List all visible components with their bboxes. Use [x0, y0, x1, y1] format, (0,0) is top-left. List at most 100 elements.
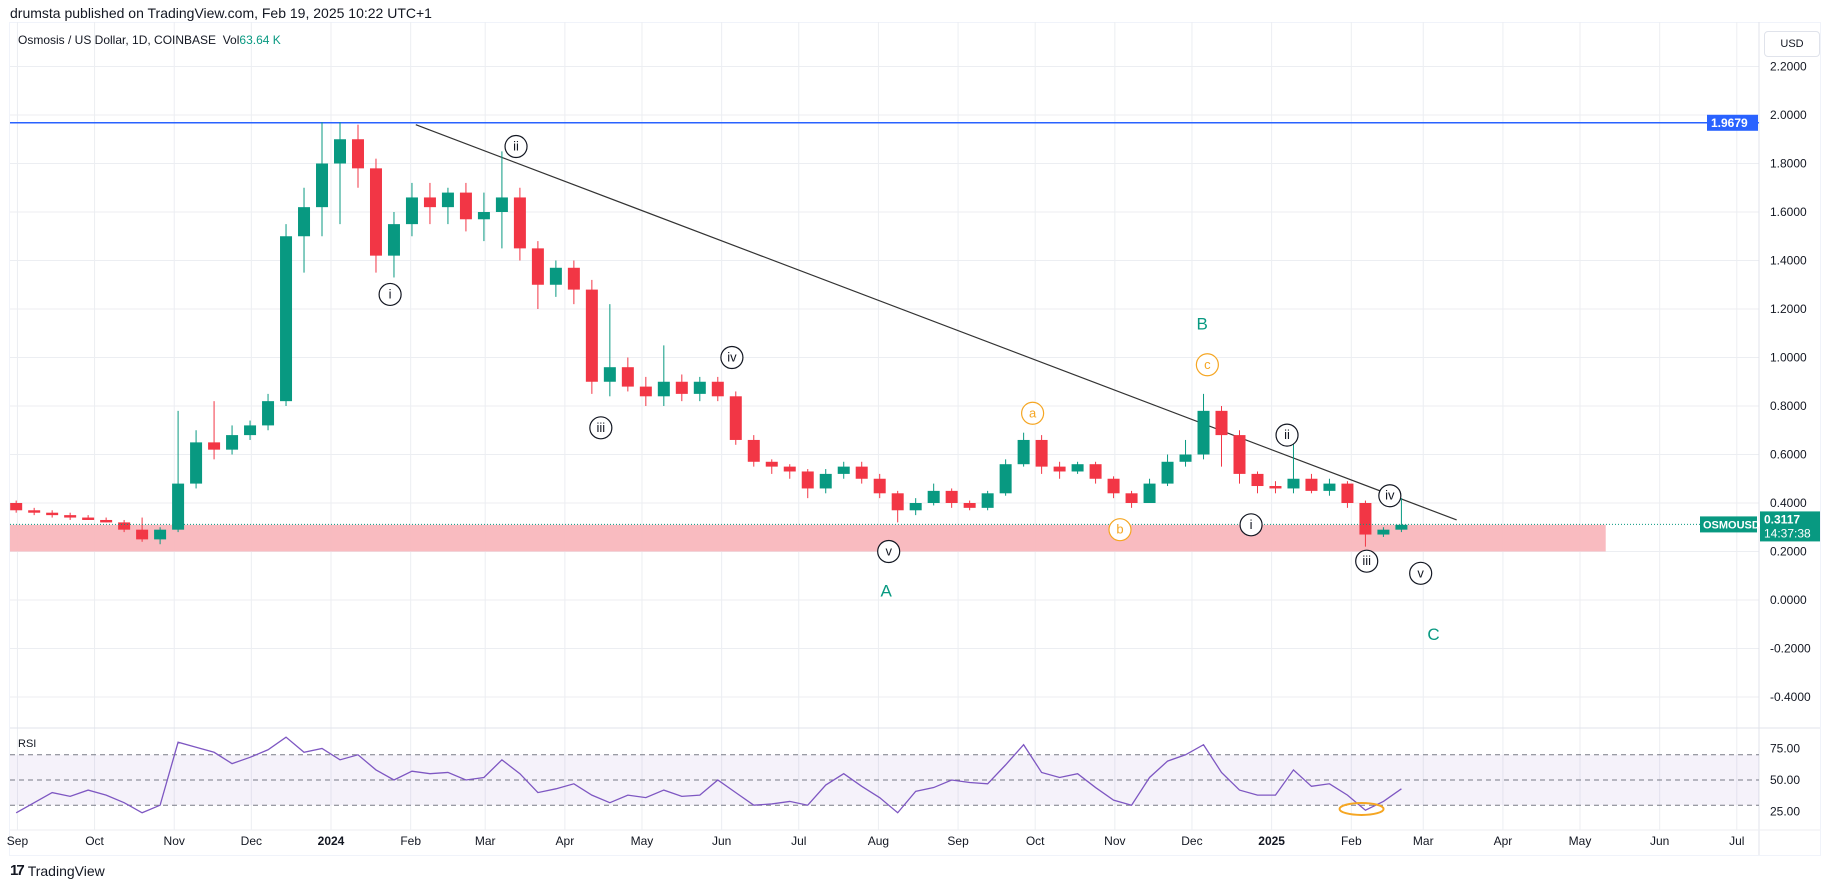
candle [639, 386, 652, 397]
candle [1017, 439, 1030, 465]
bar-countdown: 14:37:38 [1764, 526, 1811, 540]
wave-label: c [1204, 357, 1211, 372]
candle [1161, 461, 1174, 484]
candle [855, 466, 868, 479]
y-tick-label: 0.4000 [1770, 496, 1807, 510]
candle [747, 439, 760, 462]
candle [711, 381, 724, 397]
x-tick-label: Nov [1104, 834, 1125, 848]
candle [549, 267, 562, 285]
candle [783, 466, 796, 472]
currency-button[interactable]: USD [1764, 31, 1820, 57]
candle [981, 493, 994, 508]
y-tick-label: 1.8000 [1770, 157, 1807, 171]
candle [1251, 473, 1264, 487]
candle [495, 197, 508, 212]
candle [298, 207, 311, 237]
candle [999, 464, 1012, 494]
volume-label: Vol [222, 33, 240, 47]
wave-label-circle [1378, 484, 1402, 508]
candle [1107, 478, 1120, 494]
candle [334, 139, 346, 164]
candle [172, 483, 185, 530]
volume-value: 63.64 K [239, 33, 281, 47]
publisher-line: drumsta published on TradingView.com, Fe… [10, 5, 432, 21]
wave-label: ii [1284, 427, 1290, 442]
candle [405, 197, 418, 225]
x-tick-label: Jun [1650, 834, 1669, 848]
candle [118, 522, 131, 530]
wave-label: a [1029, 405, 1037, 420]
candle [891, 493, 904, 511]
candle [10, 503, 23, 511]
candle [675, 381, 688, 394]
wave-label: i [1250, 517, 1253, 532]
candle [531, 248, 544, 285]
x-tick-label: Jun [712, 834, 731, 848]
candle [1125, 493, 1138, 503]
candle [1215, 410, 1228, 436]
candle [154, 529, 167, 540]
candle [369, 168, 382, 256]
rsi-tick-label: 25.00 [1770, 805, 1800, 819]
rsi-tick-label: 50.00 [1770, 773, 1800, 787]
x-tick-label: Dec [1181, 834, 1202, 848]
candle [1233, 435, 1246, 474]
wave-label-circle [1021, 401, 1045, 425]
wave-label-circle [877, 539, 901, 564]
wave-label-circle [1275, 423, 1299, 447]
candle [100, 519, 113, 523]
last-price-value: 0.3117 [1764, 512, 1800, 526]
candle [262, 401, 275, 426]
tradingview-logo[interactable]: 17 TradingView [10, 862, 105, 879]
wave-label: v [1417, 565, 1424, 580]
chart-frame [9, 22, 1821, 856]
candle [1341, 483, 1354, 503]
candle [64, 515, 77, 518]
y-tick-label: 2.2000 [1770, 60, 1807, 74]
symbol-legend[interactable]: Osmosis / US Dollar, 1D, COINBASE Vol63.… [18, 33, 281, 47]
symbol-tag-bg [1700, 516, 1757, 533]
candle [1377, 529, 1390, 535]
candle [909, 503, 922, 511]
x-tick-label: Jul [791, 834, 806, 848]
x-tick-label: Apr [556, 834, 575, 848]
candle [208, 442, 221, 450]
y-tick-label: 0.2000 [1770, 545, 1807, 559]
wave-label: iv [727, 350, 737, 365]
wave-label: iv [1385, 488, 1395, 503]
brand-name: TradingView [27, 862, 105, 879]
candle [873, 478, 886, 494]
y-tick-label: 1.0000 [1770, 351, 1807, 365]
candle [1035, 439, 1048, 467]
wave-label-circle [378, 282, 402, 307]
wave-label: i [389, 286, 392, 301]
candle [136, 529, 149, 540]
candle [477, 212, 490, 220]
rsi-legend[interactable]: RSI [18, 738, 37, 750]
x-tick-label: 2024 [318, 834, 345, 848]
candle [423, 197, 436, 208]
candle [351, 139, 364, 169]
candle [801, 471, 814, 489]
symbol-name: Osmosis / US Dollar, 1D, COINBASE [18, 33, 217, 47]
x-tick-label: Nov [164, 834, 185, 848]
wave-letter: A [880, 581, 892, 600]
wave-label: iii [597, 420, 606, 435]
candle [621, 367, 634, 387]
x-tick-label: Aug [868, 834, 889, 848]
rsi-highlight-ellipse [1338, 801, 1385, 816]
wave-label-circle [1355, 549, 1379, 573]
candle [837, 466, 850, 474]
candle [1395, 524, 1408, 530]
y-tick-label: -0.2000 [1770, 642, 1811, 656]
candle [1053, 466, 1066, 472]
candle [765, 461, 778, 467]
x-tick-label: Sep [7, 834, 29, 848]
wave-label: v [885, 544, 892, 559]
candle [226, 435, 239, 450]
tradingview-logo-icon: 17 [10, 862, 25, 879]
wave-label-circle [1195, 353, 1219, 377]
rsi-tick-label: 75.00 [1770, 742, 1800, 756]
